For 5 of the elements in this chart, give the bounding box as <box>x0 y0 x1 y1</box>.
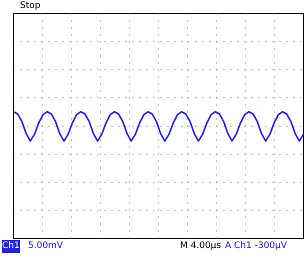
text: Ch1 <box>2 240 20 253</box>
text: A Ch1 -300µV <box>225 240 287 253</box>
text: Stop <box>20 0 40 13</box>
text: 5.00mV <box>28 240 63 253</box>
text: M 4.00µs <box>180 240 222 253</box>
